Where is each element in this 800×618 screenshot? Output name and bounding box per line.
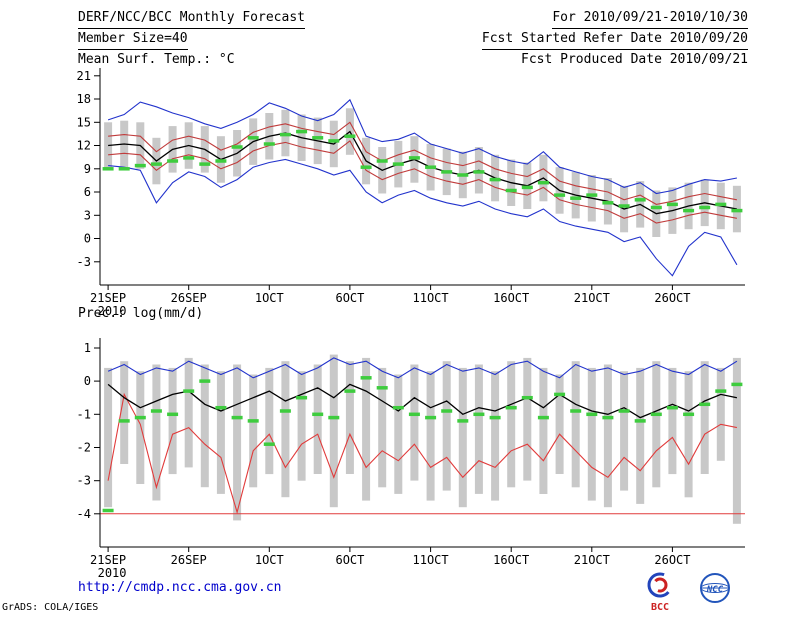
svg-text:11OCT: 11OCT <box>413 291 449 305</box>
bcc-logo-label: BCC <box>651 602 669 613</box>
svg-text:26SEP: 26SEP <box>171 553 207 567</box>
header-right: For 2010/09/21-2010/10/30 Fcst Started R… <box>481 8 748 70</box>
svg-text:1: 1 <box>84 341 91 355</box>
svg-text:-1: -1 <box>77 407 91 421</box>
produced-date-label: Fcst Produced Date 2010/09/21 <box>521 52 748 67</box>
refer-date-label: Fcst Started Refer Date 2010/09/20 <box>481 29 748 50</box>
svg-text:6OCT: 6OCT <box>335 291 364 305</box>
svg-text:1OCT: 1OCT <box>255 553 284 567</box>
temp-chart-title: Mean Surf. Temp.: °C <box>78 52 235 67</box>
svg-text:1OCT: 1OCT <box>255 291 284 305</box>
header-left: DERF/NCC/BCC Monthly Forecast Member Siz… <box>78 8 305 70</box>
svg-text:2010: 2010 <box>98 304 127 318</box>
svg-text:26SEP: 26SEP <box>171 291 207 305</box>
svg-text:26OCT: 26OCT <box>654 291 690 305</box>
svg-text:2010: 2010 <box>98 566 127 580</box>
svg-text:3: 3 <box>84 208 91 222</box>
svg-text:11OCT: 11OCT <box>413 553 449 567</box>
svg-text:26OCT: 26OCT <box>654 553 690 567</box>
svg-text:21SEP: 21SEP <box>90 553 126 567</box>
footer-logos: BCC NCC <box>647 572 730 613</box>
svg-text:0: 0 <box>84 232 91 246</box>
page-title: DERF/NCC/BCC Monthly Forecast <box>78 8 305 29</box>
svg-text:21OCT: 21OCT <box>574 291 610 305</box>
svg-text:12: 12 <box>77 139 91 153</box>
svg-text:9: 9 <box>84 162 91 176</box>
svg-text:21SEP: 21SEP <box>90 291 126 305</box>
valid-range-label: For 2010/09/21-2010/10/30 <box>552 8 748 29</box>
svg-text:21: 21 <box>77 69 91 83</box>
ncc-logo: NCC <box>700 573 730 603</box>
grads-credit: GrADS: COLA/IGES <box>2 602 99 613</box>
svg-text:-3: -3 <box>77 255 91 269</box>
svg-text:6: 6 <box>84 185 91 199</box>
svg-text:-3: -3 <box>77 474 91 488</box>
member-size-label: Member Size=40 <box>78 29 188 50</box>
svg-text:-4: -4 <box>77 507 91 521</box>
svg-text:6OCT: 6OCT <box>335 553 364 567</box>
bcc-logo: BCC <box>647 572 673 613</box>
svg-text:0: 0 <box>84 374 91 388</box>
svg-text:-2: -2 <box>77 440 91 454</box>
svg-text:21OCT: 21OCT <box>574 553 610 567</box>
svg-text:16OCT: 16OCT <box>493 291 529 305</box>
svg-text:15: 15 <box>77 115 91 129</box>
svg-text:18: 18 <box>77 92 91 106</box>
svg-text:16OCT: 16OCT <box>493 553 529 567</box>
ncc-logo-label: NCC <box>706 585 724 595</box>
precip-chart-title: Prec.: log(mm/d) <box>78 306 204 321</box>
source-url: http://cmdp.ncc.cma.gov.cn <box>78 580 282 595</box>
